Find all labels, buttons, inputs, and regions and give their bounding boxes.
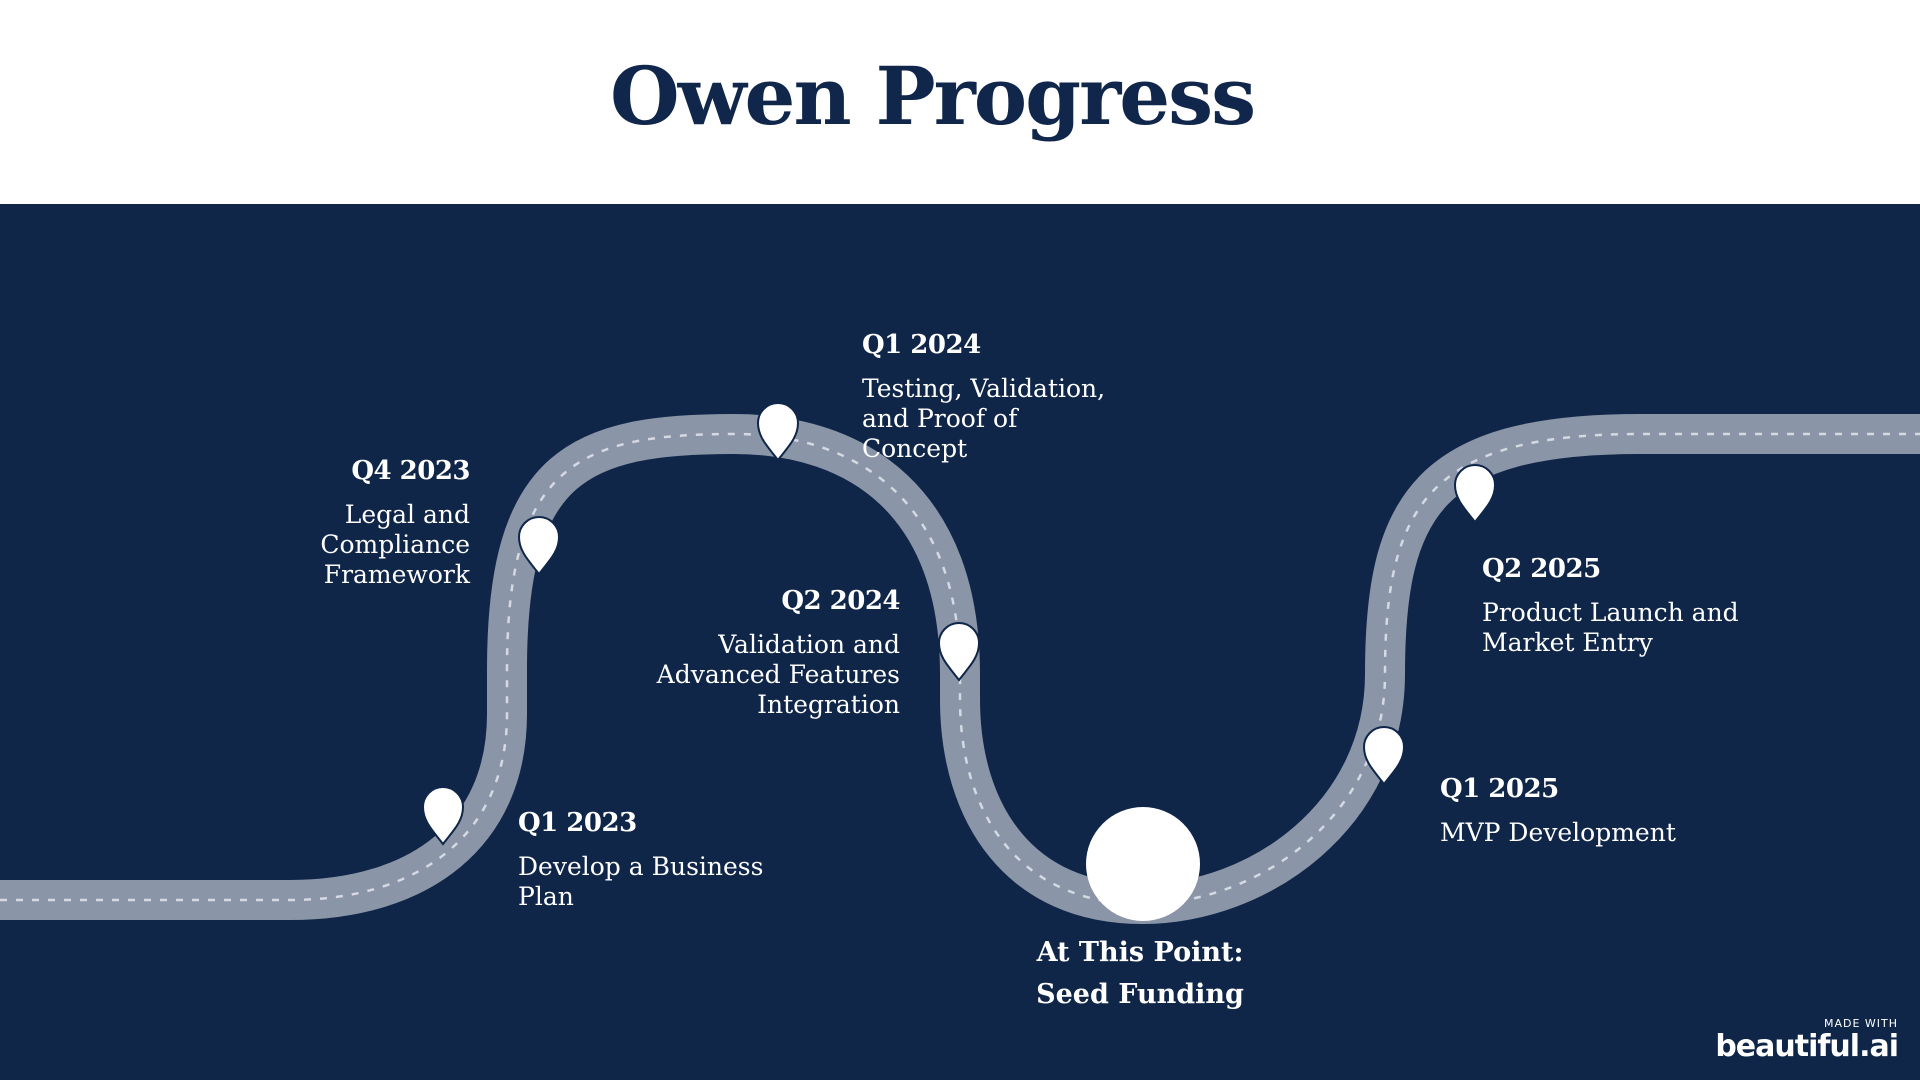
beautiful-ai-logo[interactable]: MADE WITH beautiful.ai [1715, 1017, 1899, 1064]
milestone-description: Testing, Validation, and Proof of Concep… [862, 374, 1106, 463]
roadmap-panel: Q1 2023 Develop a Business Plan Q4 2023 … [0, 204, 1920, 1080]
map-pin-icon[interactable] [421, 786, 465, 846]
milestone-date: Q1 2025 [1440, 774, 1559, 804]
milestone-q4-2023: Q4 2023 Legal and Compliance Framework [290, 456, 470, 590]
milestone-date: Q2 2024 [781, 586, 900, 616]
milestone-date: Q1 2024 [862, 330, 981, 360]
map-pin-icon[interactable] [1453, 464, 1497, 524]
roadmap-road [0, 402, 1920, 925]
current-position-stage: Seed Funding [1036, 979, 1244, 1010]
milestone-description: Develop a Business Plan [518, 852, 764, 911]
milestone-date: Q2 2025 [1482, 554, 1601, 584]
current-position-title: At This Point: [1036, 937, 1244, 968]
milestone-description: Legal and Compliance Framework [320, 500, 470, 589]
milestone-q1-2024: Q1 2024 Testing, Validation, and Proof o… [862, 330, 1122, 464]
brand-name: beautiful.ai [1715, 1029, 1899, 1064]
milestone-date: Q1 2023 [518, 808, 637, 838]
milestone-q2-2024: Q2 2024 Validation and Advanced Features… [620, 586, 901, 720]
made-with-label: MADE WITH [1823, 1017, 1898, 1030]
milestone-q1-2023: Q1 2023 Develop a Business Plan [518, 808, 798, 912]
milestone-description: MVP Development [1440, 818, 1676, 847]
road-center-dashes [0, 432, 1920, 906]
map-pin-icon[interactable] [937, 622, 981, 682]
current-position-marker[interactable] [1086, 807, 1200, 921]
map-pin-icon[interactable] [517, 516, 561, 576]
milestone-description: Validation and Advanced Features Integra… [656, 630, 900, 719]
milestone-description: Product Launch and Market Entry [1482, 598, 1739, 657]
milestone-date: Q4 2023 [351, 456, 470, 486]
map-pin-icon[interactable] [756, 402, 800, 462]
map-pin-icon[interactable] [1362, 726, 1406, 786]
page-title: Owen Progress [610, 49, 1256, 143]
current-position-label: At This Point: Seed Funding [990, 932, 1290, 1016]
milestone-q1-2025: Q1 2025 MVP Development [1440, 774, 1740, 848]
milestone-q2-2025: Q2 2025 Product Launch and Market Entry [1482, 554, 1742, 658]
